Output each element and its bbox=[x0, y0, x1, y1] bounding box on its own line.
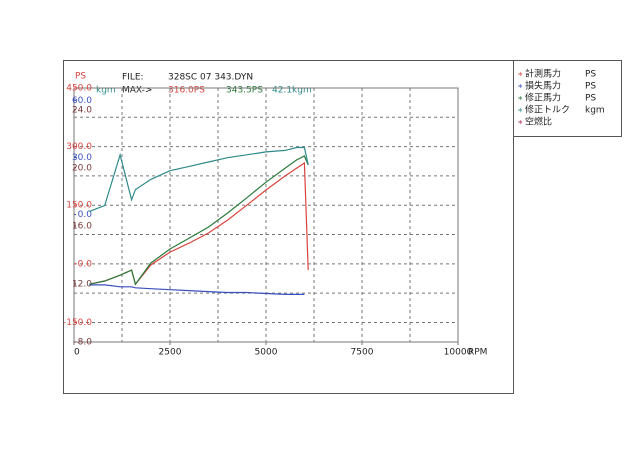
x-tick-label: 10000 bbox=[444, 348, 473, 358]
data-line bbox=[89, 284, 305, 295]
chart-frame bbox=[63, 60, 514, 394]
legend-label: 損失馬力 bbox=[525, 80, 561, 92]
legend-unit: PS bbox=[585, 94, 596, 104]
file-name: 328SC 07 343.DYN bbox=[168, 73, 253, 83]
kgm-unit: kgm bbox=[96, 86, 116, 96]
legend-marker: * bbox=[518, 72, 523, 82]
data-line bbox=[89, 146, 309, 212]
legend-unit: PS bbox=[585, 70, 596, 80]
y-tick-label: 0.0 bbox=[78, 259, 93, 269]
x-tick-label: 5000 bbox=[255, 348, 278, 358]
file-label: FILE: bbox=[122, 73, 144, 83]
legend-marker: * bbox=[518, 108, 523, 118]
legend-marker: * bbox=[518, 84, 523, 94]
y-tick-label: 12.0 bbox=[72, 279, 92, 289]
y-tick-label: 450.0 bbox=[66, 84, 92, 94]
max-value: 42.1kgm bbox=[272, 86, 312, 96]
max-value: 343.5PS bbox=[226, 86, 263, 96]
y-tick-label: 0.0 bbox=[78, 210, 93, 220]
y-tick-label: -150.0 bbox=[63, 318, 92, 328]
legend-label: 修正馬力 bbox=[525, 92, 561, 104]
x-tick-label: 2500 bbox=[159, 348, 182, 358]
y-tick-label: 60.0 bbox=[72, 96, 92, 106]
y-tick-label: 20.0 bbox=[72, 163, 92, 173]
x-tick-label: 0 bbox=[74, 348, 80, 358]
max-label: MAX-> bbox=[122, 86, 152, 96]
legend-marker: * bbox=[518, 120, 523, 130]
x-tick-label: 7500 bbox=[351, 348, 374, 358]
x-axis-label: RPM bbox=[468, 348, 487, 358]
data-line bbox=[89, 155, 309, 286]
data-line bbox=[89, 161, 309, 286]
legend-unit: kgm bbox=[585, 106, 605, 116]
legend-unit: PS bbox=[585, 82, 596, 92]
y-tick-label: 300.0 bbox=[66, 142, 92, 152]
y-tick-label: 16.0 bbox=[72, 221, 92, 231]
legend-box bbox=[513, 60, 622, 137]
y-tick-label: 30.0 bbox=[72, 153, 92, 163]
max-value: 316.0PS bbox=[168, 86, 205, 96]
legend-marker: * bbox=[518, 96, 523, 106]
y-tick-label: 150.0 bbox=[66, 201, 92, 211]
legend-label: 修正トルク bbox=[525, 104, 570, 116]
ps-unit: PS bbox=[75, 72, 86, 82]
y-tick-label: 8.0 bbox=[78, 338, 93, 348]
y-tick-label: 24.0 bbox=[72, 105, 92, 115]
legend-label: 計測馬力 bbox=[525, 68, 561, 80]
legend-label: 空燃比 bbox=[525, 116, 552, 128]
